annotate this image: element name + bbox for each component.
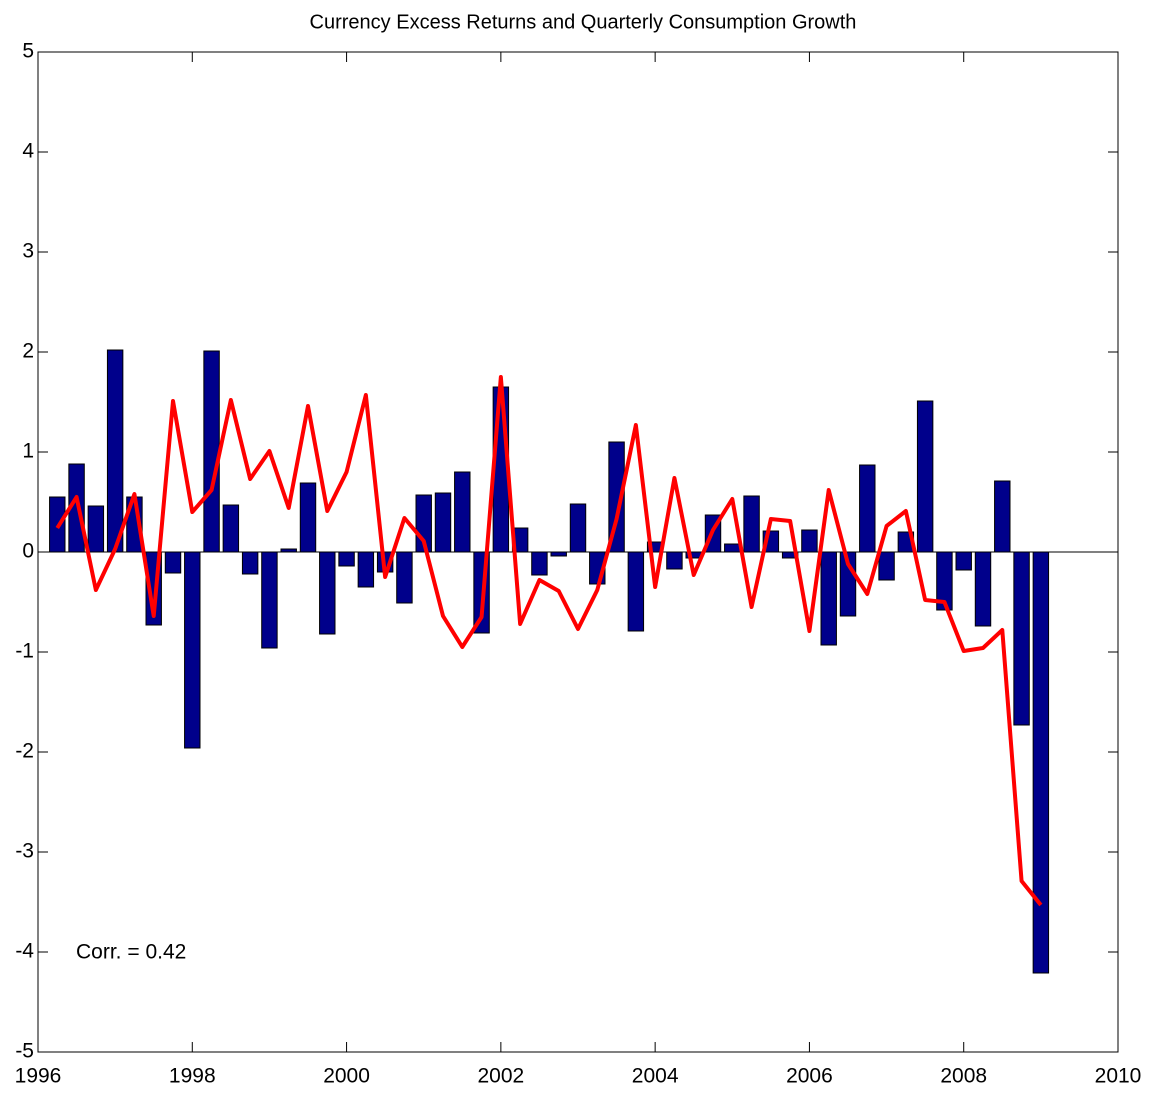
annotation: Corr. = 0.42	[76, 941, 186, 964]
x-tick-label: 2008	[940, 1065, 987, 1088]
y-tick-label: 3	[22, 240, 34, 263]
y-tick-label: -4	[15, 940, 34, 963]
bar	[1032, 551, 1050, 974]
bar	[974, 551, 992, 627]
bar	[1013, 551, 1030, 726]
x-tick-label: 2004	[632, 1065, 679, 1088]
bar	[820, 551, 837, 646]
y-tick-label: 5	[22, 40, 34, 63]
bar	[994, 480, 1011, 553]
bar	[724, 543, 741, 553]
x-tick-label: 1996	[15, 1065, 62, 1088]
x-tick-label: 1998	[169, 1065, 216, 1088]
bar	[743, 495, 760, 553]
bar	[454, 471, 471, 553]
bar	[859, 464, 876, 553]
bar	[299, 482, 317, 553]
bar	[203, 350, 220, 553]
bar	[184, 551, 201, 749]
bar	[164, 551, 182, 574]
y-tick-label: 0	[22, 540, 34, 563]
bar	[878, 551, 895, 581]
bar	[916, 400, 934, 553]
bar	[396, 551, 413, 604]
x-tick-label: 2010	[1095, 1065, 1142, 1088]
bar	[222, 504, 240, 553]
y-tick-label: 4	[22, 140, 34, 163]
bar	[569, 503, 587, 553]
y-tick-label: -3	[15, 840, 34, 863]
bar	[955, 551, 972, 571]
y-tick-label: -2	[15, 740, 34, 763]
y-tick-label: -5	[15, 1040, 34, 1063]
x-tick-label: 2002	[477, 1065, 524, 1088]
line	[55, 375, 1043, 907]
y-tick-label: 1	[22, 440, 34, 463]
y-tick-label: -1	[15, 640, 34, 663]
bar	[666, 551, 683, 570]
bar	[434, 492, 452, 553]
bar	[106, 349, 124, 553]
bar	[550, 551, 567, 557]
bar	[241, 551, 259, 575]
chart-title: Currency Excess Returns and Quarterly Co…	[310, 11, 857, 33]
y-tick-label: 2	[22, 340, 34, 363]
bar	[801, 529, 818, 553]
bar	[627, 551, 645, 632]
bar	[357, 551, 375, 588]
bar	[338, 551, 355, 567]
bar	[319, 551, 336, 635]
bar	[87, 505, 105, 553]
x-tick-label: 2006	[786, 1065, 833, 1088]
bar	[531, 551, 548, 576]
bar	[261, 551, 278, 649]
x-tick-label: 2000	[323, 1065, 370, 1088]
